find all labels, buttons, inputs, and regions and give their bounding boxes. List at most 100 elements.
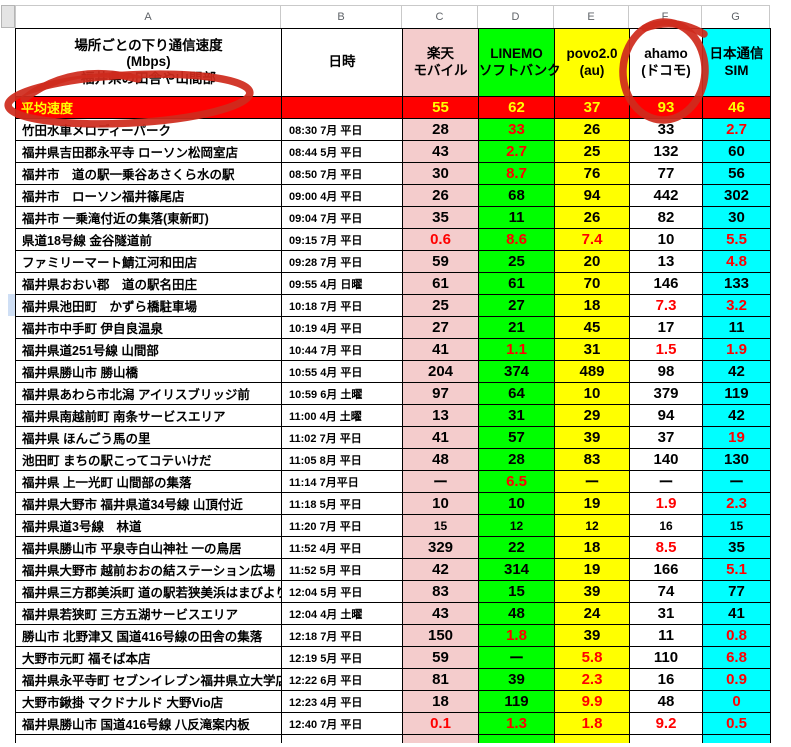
speed-cell[interactable]: 83	[402, 580, 479, 603]
speed-cell[interactable]: 25	[554, 140, 630, 163]
speed-cell[interactable]: 57	[478, 426, 555, 449]
header-cell-linemo-softbank[interactable]: LINEMO ソフトバンク	[478, 28, 561, 97]
speed-cell[interactable]: 110	[629, 646, 703, 669]
location-cell[interactable]: 福井市 ローソン福井篠尾店	[15, 184, 282, 207]
speed-cell[interactable]: 8.7	[478, 162, 555, 185]
datetime-cell[interactable]: 11:00 4月 土曜	[281, 404, 403, 427]
location-cell[interactable]: 福井県おおい郡 道の駅名田庄	[15, 272, 282, 295]
location-cell[interactable]: ファミリーマート鯖江河和田店	[15, 250, 282, 273]
datetime-cell[interactable]: 12:22 6月 平日	[281, 668, 403, 691]
speed-cell[interactable]: 64	[478, 382, 555, 405]
datetime-cell[interactable]: 12:23 4月 平日	[281, 690, 403, 713]
location-cell[interactable]: 福井県勝山市 勝山橋	[15, 360, 282, 383]
speed-cell[interactable]: 10	[629, 228, 703, 251]
location-cell[interactable]: 池田町 まちの駅こってコテいけだ	[15, 448, 282, 471]
speed-cell[interactable]: 11	[702, 316, 771, 339]
speed-cell[interactable]: 379	[629, 382, 703, 405]
datetime-cell[interactable]: 11:14 7月平日	[281, 470, 403, 493]
speed-cell[interactable]: 56	[702, 162, 771, 185]
speed-cell[interactable]: ー	[402, 470, 479, 493]
speed-cell[interactable]: 11	[478, 206, 555, 229]
speed-cell[interactable]: 97	[402, 382, 479, 405]
speed-cell[interactable]: 24	[554, 602, 630, 625]
location-cell[interactable]: 福井県吉田郡永平寺 ローソン松岡室店	[15, 140, 282, 163]
datetime-cell[interactable]: 12:04 5月 平日	[281, 580, 403, 603]
speed-cell[interactable]: 27	[402, 316, 479, 339]
speed-cell[interactable]: 26	[554, 118, 630, 141]
datetime-cell[interactable]: 11:52 5月 平日	[281, 558, 403, 581]
speed-cell[interactable]: 61	[478, 272, 555, 295]
speed-cell[interactable]: 35	[402, 206, 479, 229]
speed-cell[interactable]: 15	[402, 514, 479, 537]
location-cell[interactable]: 福井県三方郡美浜町 道の駅若狭美浜はまびより	[15, 580, 282, 603]
speed-cell[interactable]: 39	[554, 580, 630, 603]
speed-cell[interactable]: 28	[402, 118, 479, 141]
location-cell[interactable]: 県道18号線 金谷隧道前	[15, 228, 282, 251]
speed-cell[interactable]: 13	[402, 404, 479, 427]
speed-cell[interactable]: ー	[554, 470, 630, 493]
speed-cell[interactable]: 76	[554, 162, 630, 185]
speed-cell[interactable]: 26	[402, 184, 479, 207]
speed-cell[interactable]: 2.3	[554, 668, 630, 691]
location-cell[interactable]: 福井市 一乗滝付近の集落(東新町)	[15, 206, 282, 229]
speed-cell[interactable]: 41	[402, 426, 479, 449]
column-letter-F[interactable]: F	[629, 6, 702, 28]
speed-cell[interactable]: 9.9	[554, 690, 630, 713]
datetime-cell[interactable]: 12:18 7月 平日	[281, 624, 403, 647]
location-cell[interactable]: 福井県永平寺町 セブンイレブン福井県立大学店	[15, 668, 282, 691]
speed-cell[interactable]: 1.3	[478, 712, 555, 735]
location-cell[interactable]: 福井県勝山市 国道416号線 八反滝案内板	[15, 712, 282, 735]
speed-cell[interactable]: 42	[402, 558, 479, 581]
speed-cell[interactable]: 61	[402, 272, 479, 295]
speed-cell[interactable]: 6.5	[478, 470, 555, 493]
speed-cell[interactable]: 19	[554, 558, 630, 581]
speed-cell[interactable]: 1.8	[478, 624, 555, 647]
datetime-cell[interactable]: 11:05 8月 平日	[281, 448, 403, 471]
datetime-cell[interactable]: 10:59 6月 土曜	[281, 382, 403, 405]
average-value-cell[interactable]: 93	[629, 96, 703, 119]
speed-cell[interactable]: 30	[402, 162, 479, 185]
speed-cell[interactable]: 0	[702, 690, 771, 713]
speed-cell[interactable]: ー	[702, 470, 771, 493]
datetime-cell[interactable]: 11:02 7月 平日	[281, 426, 403, 449]
speed-cell[interactable]: 22	[478, 536, 555, 559]
location-cell[interactable]: 福井県あわら市北潟 アイリスブリッジ前	[15, 382, 282, 405]
speed-cell[interactable]: 140	[629, 448, 703, 471]
speed-cell[interactable]: 2.7	[702, 118, 771, 141]
average-value-cell[interactable]: 55	[402, 96, 479, 119]
speed-cell[interactable]: 132	[629, 140, 703, 163]
speed-cell[interactable]: 2.3	[702, 492, 771, 515]
speed-cell[interactable]: 11	[629, 624, 703, 647]
column-letter-A[interactable]: A	[15, 6, 281, 28]
speed-cell[interactable]: 41	[402, 338, 479, 361]
speed-cell[interactable]: 5.8	[554, 646, 630, 669]
speed-cell[interactable]: 0.8	[702, 624, 771, 647]
speed-cell[interactable]: 59	[402, 646, 479, 669]
datetime-cell[interactable]: 12:04 4月 土曜	[281, 602, 403, 625]
datetime-cell[interactable]: 08:44 5月 平日	[281, 140, 403, 163]
datetime-cell[interactable]: 10:55 4月 平日	[281, 360, 403, 383]
speed-cell[interactable]: 5.1	[702, 558, 771, 581]
column-letter-E[interactable]: E	[554, 6, 629, 28]
speed-cell[interactable]: 10	[554, 382, 630, 405]
speed-cell[interactable]: 17	[629, 316, 703, 339]
speed-cell[interactable]: 37	[629, 426, 703, 449]
speed-cell[interactable]: 31	[629, 602, 703, 625]
location-cell[interactable]: 福井県 ほんごう馬の里	[15, 426, 282, 449]
speed-cell[interactable]: 25	[478, 250, 555, 273]
speed-cell[interactable]: 119	[478, 690, 555, 713]
speed-cell[interactable]: 150	[402, 624, 479, 647]
location-cell[interactable]: 大野市元町 福そば本店	[15, 646, 282, 669]
average-value-cell[interactable]: 46	[702, 96, 771, 119]
datetime-cell[interactable]: 10:44 7月 平日	[281, 338, 403, 361]
speed-cell[interactable]: 43	[402, 602, 479, 625]
speed-cell[interactable]: 43	[402, 140, 479, 163]
speed-cell[interactable]: 59	[402, 250, 479, 273]
speed-cell[interactable]: 10	[402, 492, 479, 515]
speed-cell[interactable]: 7.3	[629, 294, 703, 317]
speed-cell[interactable]: 81	[402, 668, 479, 691]
speed-cell[interactable]: 2.7	[478, 140, 555, 163]
datetime-cell[interactable]: 10:19 4月 平日	[281, 316, 403, 339]
speed-cell[interactable]: 119	[702, 382, 771, 405]
location-cell[interactable]: 福井県勝山市 平泉寺白山神社 一の鳥居	[15, 536, 282, 559]
